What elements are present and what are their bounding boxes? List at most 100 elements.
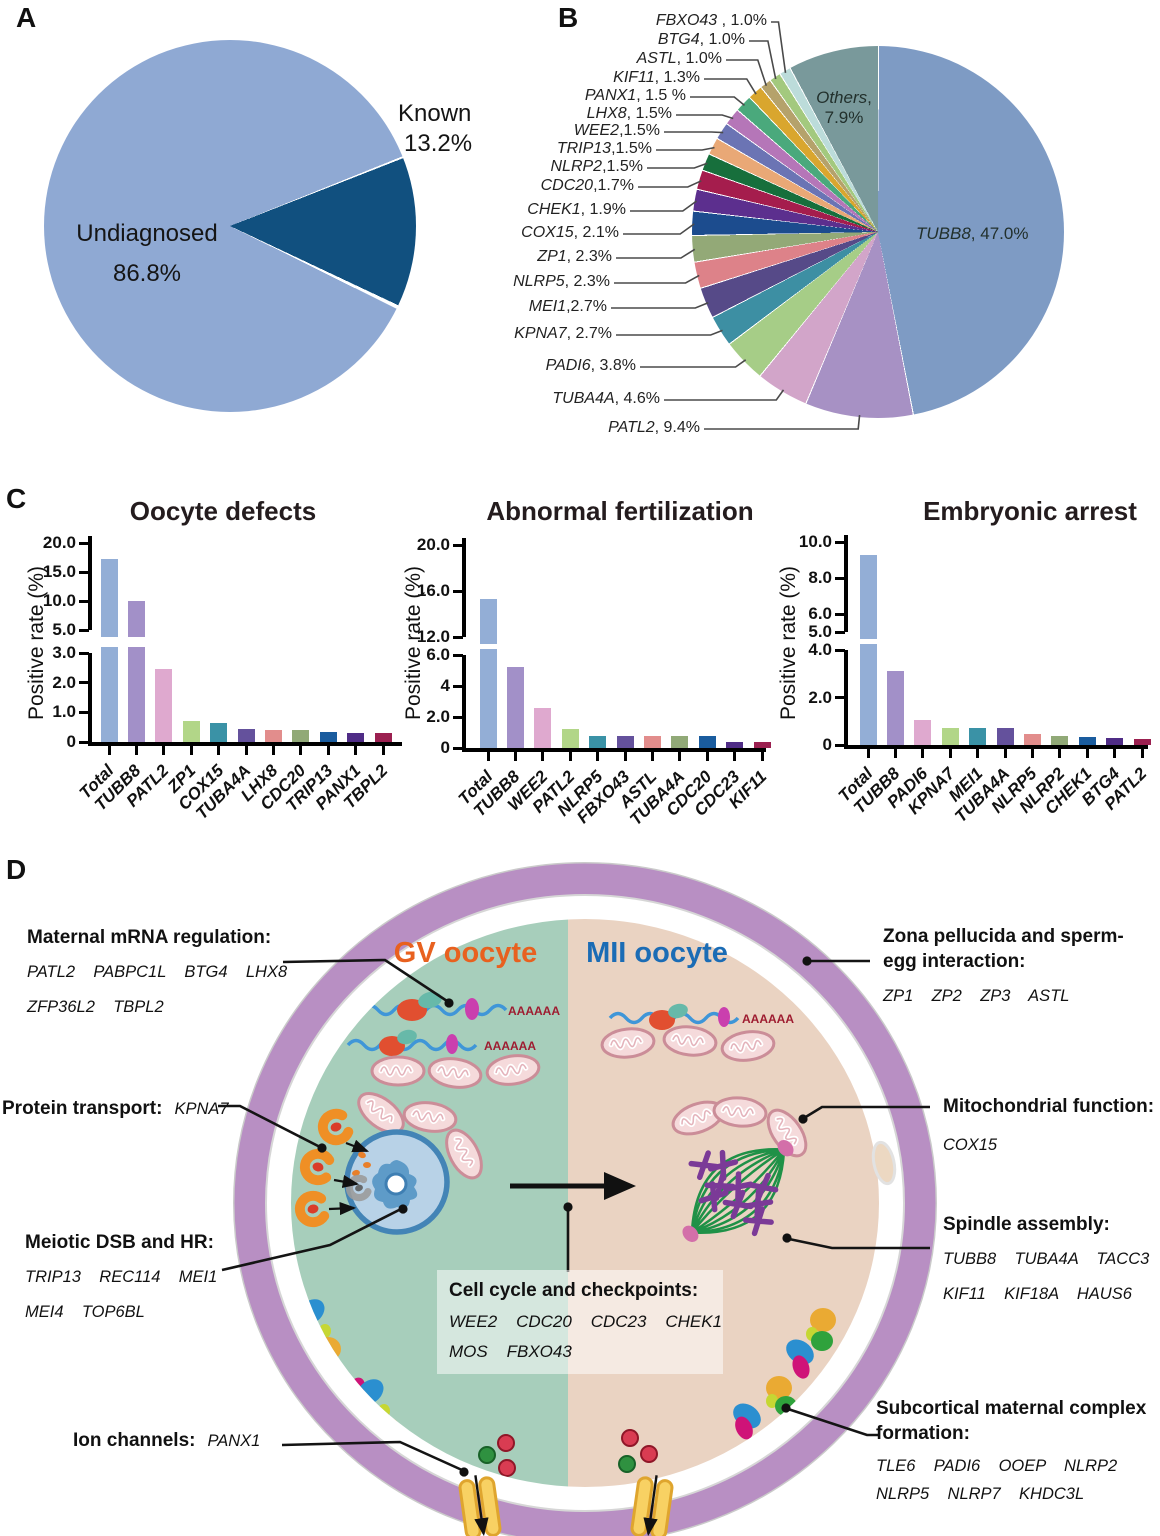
y-axis-tick	[453, 589, 463, 593]
x-axis-tick	[650, 752, 654, 761]
y-axis-tick	[835, 630, 845, 634]
annotation-title: Protein transport:	[2, 1098, 163, 1119]
y-axis-tick-label: 4	[440, 676, 450, 695]
x-axis-tick	[326, 746, 330, 755]
x-axis-tick	[705, 752, 709, 761]
bar-cox15	[210, 722, 228, 742]
panel-label-d: D	[6, 854, 27, 885]
poly-a-tail: AAAAAA	[484, 1039, 536, 1053]
chart-title: Abnormal fertilization	[486, 496, 754, 526]
y-axis-lower-segment	[88, 653, 92, 744]
annotation-title: Cell cycle and checkpoints:	[449, 1280, 699, 1301]
bar-btg4	[1106, 738, 1124, 745]
y-axis-tick	[835, 743, 845, 747]
y-axis-upper-segment	[88, 536, 92, 630]
y-axis-tick-label: 12.0	[416, 627, 450, 646]
maturation-arrow	[510, 1172, 636, 1200]
gene-list: PANX1	[207, 1432, 261, 1450]
bar-tuba4a	[237, 728, 255, 742]
gene-list: KPNA7	[174, 1100, 229, 1118]
bar-nlrp5	[1023, 734, 1041, 745]
x-axis-tick	[1030, 749, 1034, 758]
pie-a-undiagnosed-pct: 86.8%	[112, 260, 182, 287]
bar-astl	[643, 736, 661, 748]
gene-list: MOS FBXO43	[449, 1342, 572, 1361]
y-axis-tick	[79, 681, 89, 685]
y-axis-tick	[79, 651, 89, 655]
bar-zp1	[182, 721, 200, 742]
y-axis-upper-segment	[844, 535, 848, 632]
y-axis-lower-segment	[462, 655, 466, 750]
y-axis-tick	[835, 612, 845, 616]
annotation-title: Maternal mRNA regulation:	[27, 927, 272, 948]
bar-tubb8-upper	[127, 601, 145, 637]
ion-channel-right	[631, 1473, 673, 1536]
bar-trip13	[319, 731, 337, 742]
x-axis-tick	[623, 752, 627, 761]
x-axis-tick	[107, 746, 111, 755]
bar-charts-panel: Oocyte defects Positive rate (%) 20.0 15.0 1…	[25, 496, 1151, 829]
bar-tuba4a	[996, 728, 1014, 745]
y-axis-tick	[453, 746, 463, 750]
y-axis-tick-label: 0	[822, 735, 832, 754]
mrna-gv-2: AAAAAA	[346, 1029, 536, 1056]
x-axis-tick	[678, 752, 682, 761]
gene-list: NLRP5 NLRP7 KHDC3L	[876, 1485, 1085, 1503]
y-axis-tick	[79, 628, 89, 632]
annotation-title: Subcortical maternal complex formation:	[876, 1398, 1147, 1444]
annotation-ion-channels: Ion channels: PANX1	[73, 1428, 260, 1453]
y-axis-tick-label: 5.0	[52, 620, 76, 639]
y-axis-tick-label: 6.0	[808, 604, 832, 623]
gene-list: TLE6 PADI6 OOEP NLRP2	[876, 1457, 1118, 1475]
y-axis-tick-label: 20.0	[416, 535, 450, 554]
spindle-pole	[777, 1140, 794, 1157]
bar-cdc20	[292, 730, 310, 742]
bar-tuba4a	[671, 736, 689, 748]
y-axis-tick-label: 5.0	[808, 622, 832, 641]
gene-list: ZFP36L2 TBPL2	[27, 998, 164, 1016]
chart-y-axis-label: Positive rate (%)	[777, 565, 800, 721]
x-axis-tick	[134, 746, 138, 755]
y-axis-tick-label: 15.0	[42, 562, 76, 581]
y-axis-tick-label: 10.0	[798, 532, 832, 551]
y-axis-tick	[835, 696, 845, 699]
y-axis-tick-label: 6.0	[426, 645, 450, 664]
x-axis-tick	[299, 746, 303, 755]
bar-tubb8-lower	[127, 647, 145, 742]
gene-list: ZP1 ZP2 ZP3 ASTL	[883, 987, 1070, 1005]
x-axis-tick	[596, 752, 600, 761]
bar-total-upper	[100, 558, 118, 637]
mrna-gv-1: AAAAAA	[328, 991, 560, 1021]
bar-panx1	[347, 733, 365, 742]
y-axis-tick	[835, 648, 845, 652]
annotation-title: Meiotic DSB and HR:	[25, 1232, 214, 1253]
bar-mei1	[969, 728, 987, 745]
y-axis-lower-segment	[844, 650, 848, 747]
chart-y-axis-label: Positive rate (%)	[25, 565, 48, 721]
y-axis-tick-label: 0	[66, 732, 76, 751]
y-axis-tick	[79, 541, 89, 545]
y-axis-tick	[79, 710, 89, 714]
annotation-title: Mitochondrial function:	[943, 1096, 1155, 1117]
chart-title: Embryonic arrest	[923, 496, 1137, 526]
spindle-pole	[682, 1225, 699, 1242]
x-axis-tick	[162, 746, 166, 755]
x-axis-tick	[217, 746, 221, 755]
bar-chek1	[1078, 737, 1096, 745]
y-axis-tick	[79, 599, 89, 603]
y-axis-tick-label: 20.0	[42, 533, 76, 552]
y-axis-tick-label: 16.0	[416, 581, 450, 600]
bar-nlrp5	[589, 735, 607, 748]
mrna-mii: AAAAAA	[608, 1003, 794, 1030]
bar-total-lower	[859, 644, 877, 745]
x-axis-tick	[541, 752, 545, 761]
bar-padi6	[914, 720, 932, 745]
bar-lhx8	[264, 730, 282, 742]
panel-label-a: A	[16, 2, 37, 33]
x-axis-tick	[1085, 749, 1089, 758]
y-axis-tick-label: 4.0	[808, 640, 832, 659]
annotation-mitochondrial: Mitochondrial function: COX15	[943, 1094, 1154, 1158]
x-axis-tick	[354, 746, 358, 755]
bar-cdc20	[698, 735, 716, 748]
